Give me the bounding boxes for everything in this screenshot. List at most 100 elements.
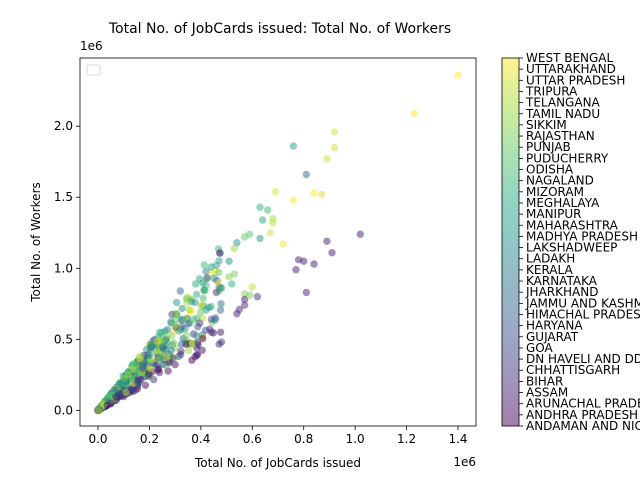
scatter-point <box>169 338 178 347</box>
colorbar-label: KARNATAKA <box>526 274 598 288</box>
x-tick-label: 0.6 <box>243 432 262 446</box>
scatter-point <box>271 187 280 196</box>
colorbar-label: ASSAM <box>526 386 568 400</box>
scatter-point <box>147 343 156 352</box>
scatter-point <box>194 338 202 347</box>
scatter-point <box>292 266 300 274</box>
scatter-point <box>228 280 236 288</box>
scatter-point <box>230 270 238 278</box>
scatter-point <box>330 143 339 152</box>
plot-frame <box>79 57 477 427</box>
scatter-point <box>233 239 241 247</box>
scatter-point <box>240 233 249 241</box>
colorbar-label: NAGALAND <box>526 174 594 188</box>
scatter-point <box>153 337 162 345</box>
y-axis-ticks: 0.0 0.5 1.0 1.5 2.0 <box>54 119 80 417</box>
colorbar-label: TAMIL NADU <box>525 107 600 121</box>
scatter-point <box>199 334 207 343</box>
colorbar-label: BIHAR <box>526 374 563 388</box>
scatter-point <box>176 287 184 295</box>
scatter-point <box>188 356 196 364</box>
colorbar-label: LAKSHADWEEP <box>526 241 617 255</box>
colorbar-label: ANDHRA PRADESH <box>526 408 638 422</box>
scatter-point <box>225 257 233 265</box>
y-axis-label: Total No. of Workers <box>29 182 43 302</box>
scatter-point <box>133 369 141 377</box>
scatter-point <box>168 354 177 362</box>
scatter-point <box>157 355 165 363</box>
scatter-point <box>253 293 262 301</box>
x-scale-label: 1e6 <box>453 455 476 469</box>
scatter-point <box>158 343 167 351</box>
colorbar-label: UTTAR PRADESH <box>526 73 625 87</box>
scatter-point <box>159 360 167 369</box>
colorbar-label: MANIPUR <box>526 207 581 221</box>
colorbar-label: HARYANA <box>526 319 583 333</box>
scatter-point <box>216 249 224 257</box>
scatter-point <box>289 142 298 150</box>
scatter-point <box>310 260 318 268</box>
colorbar-label: JHARKHAND <box>525 285 598 299</box>
scatter-point <box>246 291 254 299</box>
scatter-point <box>103 401 112 409</box>
scatter-point <box>154 366 162 374</box>
x-tick-label: 1.2 <box>397 432 416 446</box>
scatter-point <box>191 298 199 307</box>
scatter-point <box>210 274 218 282</box>
y-scale-label: 1e6 <box>80 39 103 53</box>
scatter-point <box>454 71 462 79</box>
scatter-point <box>157 328 166 337</box>
scatter-point <box>163 353 171 362</box>
legend-box <box>86 64 101 76</box>
colorbar-label: JAMMU AND KASHMIR <box>525 296 640 310</box>
colorbar-label: HIMACHAL PRADESH <box>526 307 640 321</box>
y-tick-label: 0.0 <box>54 403 73 417</box>
colorbar-label: RAJASTHAN <box>526 129 595 143</box>
colorbar-label: ODISHA <box>526 163 574 177</box>
scatter-point <box>197 308 205 317</box>
colorbar-label: MEGHALAYA <box>526 196 600 210</box>
scatter-point <box>289 196 298 204</box>
scatter-point <box>193 351 201 359</box>
colorbar-label: SIKKIM <box>526 118 567 132</box>
x-tick-label: 0.4 <box>191 432 210 446</box>
colorbar-label: MAHARASHTRA <box>526 218 619 232</box>
x-axis-ticks: 0.0 0.2 0.4 0.6 0.8 1.0 1.2 1.4 <box>88 426 468 446</box>
scatter-point <box>183 298 191 306</box>
colorbar-label: ANDAMAN AND NICOBAR <box>526 419 640 433</box>
colorbar-label: KERALA <box>526 263 573 277</box>
x-tick-label: 0.8 <box>294 432 313 446</box>
scatter-point <box>240 301 249 309</box>
y-tick-label: 1.0 <box>54 261 73 275</box>
scatter-point <box>410 109 418 118</box>
scatter-point <box>258 216 267 224</box>
scatter-point <box>195 275 204 283</box>
x-tick-label: 1.0 <box>346 432 365 446</box>
colorbar-label: DN HAVELI AND DD <box>526 352 640 366</box>
scatter-point <box>248 283 256 291</box>
x-tick-label: 0.0 <box>88 432 107 446</box>
scatter-point <box>256 234 264 243</box>
colorbar-label: UTTARAKHAND <box>526 62 616 76</box>
scatter-point <box>205 303 213 312</box>
scatter-point <box>203 274 211 282</box>
scatter-point <box>184 346 193 354</box>
scatter-point <box>256 203 264 211</box>
colorbar-label: WEST BENGAL <box>526 51 614 65</box>
scatter-point <box>178 304 186 313</box>
y-tick-label: 2.0 <box>54 119 73 133</box>
scatter-point <box>192 290 201 299</box>
colorbar-label: TRIPURA <box>525 84 578 98</box>
scatter-point <box>118 379 126 387</box>
scatter-point <box>217 338 226 346</box>
scatter-point <box>124 371 132 379</box>
scatter-point <box>185 305 193 314</box>
scatter-point <box>164 367 172 375</box>
scatter-point <box>173 310 181 318</box>
scatter-point <box>217 284 226 292</box>
scatter-point <box>356 230 364 238</box>
scatter-point <box>197 301 206 309</box>
scatter-point <box>266 229 274 237</box>
scatter-point <box>136 355 144 363</box>
